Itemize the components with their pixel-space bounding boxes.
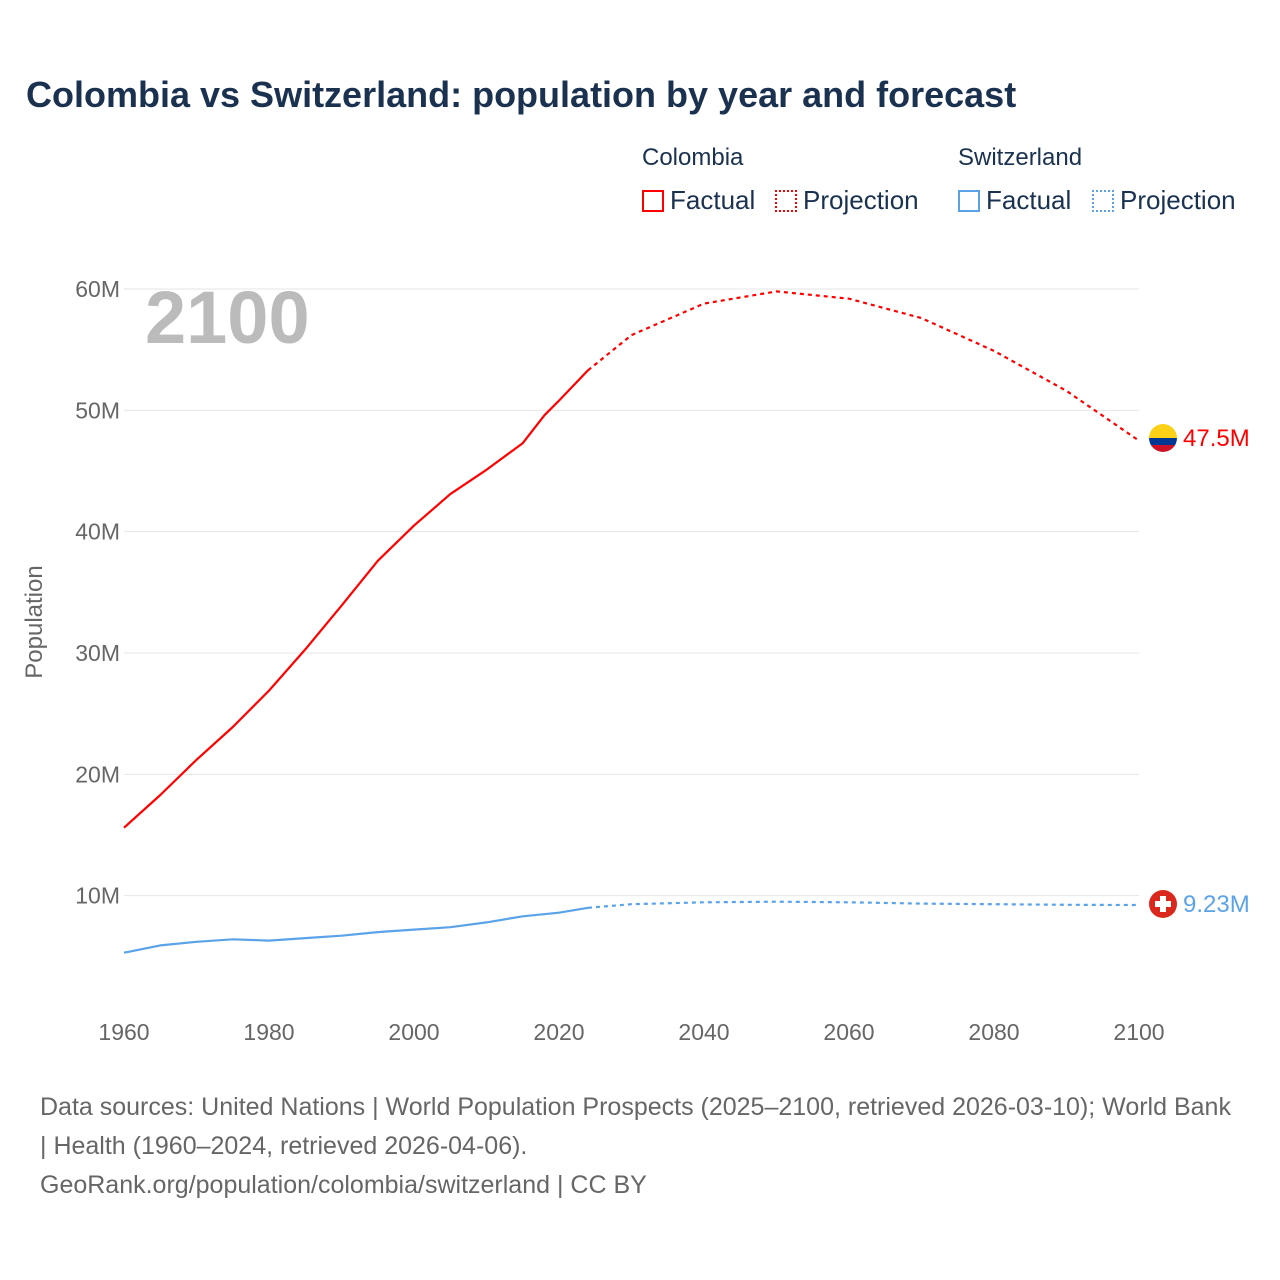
colombia-end-label: 47.5M	[1183, 425, 1250, 452]
swatch-solid-icon	[642, 189, 664, 212]
legend-switzerland-factual[interactable]: Factual	[958, 185, 1071, 216]
switzerland-factual-line	[123, 906, 589, 954]
x-tick-label: 2060	[823, 1019, 874, 1045]
legend-label: Factual	[670, 185, 756, 215]
x-tick-label: 1980	[243, 1019, 294, 1045]
colombia-projection-line	[587, 290, 1140, 442]
footer: Data sources: United Nations | World Pop…	[40, 1088, 1240, 1205]
swatch-solid-icon	[958, 189, 980, 212]
x-tick-label: 2020	[533, 1019, 584, 1045]
legend-colombia-factual[interactable]: Factual	[642, 185, 755, 216]
footer-sources: Data sources: United Nations | World Pop…	[40, 1093, 1231, 1160]
x-tick-label: 2000	[388, 1019, 439, 1045]
legend-label: Projection	[1120, 185, 1236, 215]
year-label: 2100	[145, 276, 310, 359]
y-tick-label: 60M	[75, 276, 120, 302]
x-tick-label: 2040	[678, 1019, 729, 1045]
y-tick-label: 40M	[75, 519, 120, 545]
x-tick-label: 2080	[968, 1019, 1019, 1045]
footer-link[interactable]: GeoRank.org/population/colombia/switzerl…	[40, 1171, 647, 1199]
y-tick-label: 30M	[75, 640, 120, 666]
chart-title: Colombia vs Switzerland: population by y…	[26, 74, 1017, 115]
colombia-flag-icon	[1149, 424, 1177, 452]
legend-label: Factual	[986, 185, 1072, 215]
swatch-dotted-icon	[1092, 189, 1114, 212]
x-tick-label: 2100	[1113, 1019, 1164, 1045]
legend-colombia-projection[interactable]: Projection	[775, 185, 919, 216]
colombia-factual-line	[123, 369, 589, 829]
legend-switzerland-heading: Switzerland	[958, 144, 1083, 171]
switzerland-flag-icon	[1149, 890, 1177, 918]
legend-switzerland-projection[interactable]: Projection	[1092, 185, 1236, 216]
swatch-dotted-icon	[775, 189, 797, 212]
y-axis-label: Population	[21, 565, 48, 678]
y-tick-label: 10M	[75, 883, 120, 909]
switzerland-projection-line	[587, 900, 1140, 909]
x-tick-label: 1960	[98, 1019, 149, 1045]
legend-label: Projection	[803, 185, 919, 215]
legend-colombia-heading: Colombia	[642, 144, 744, 171]
y-tick-label: 50M	[75, 397, 120, 423]
switzerland-end-label: 9.23M	[1183, 891, 1250, 918]
y-tick-label: 20M	[75, 761, 120, 787]
